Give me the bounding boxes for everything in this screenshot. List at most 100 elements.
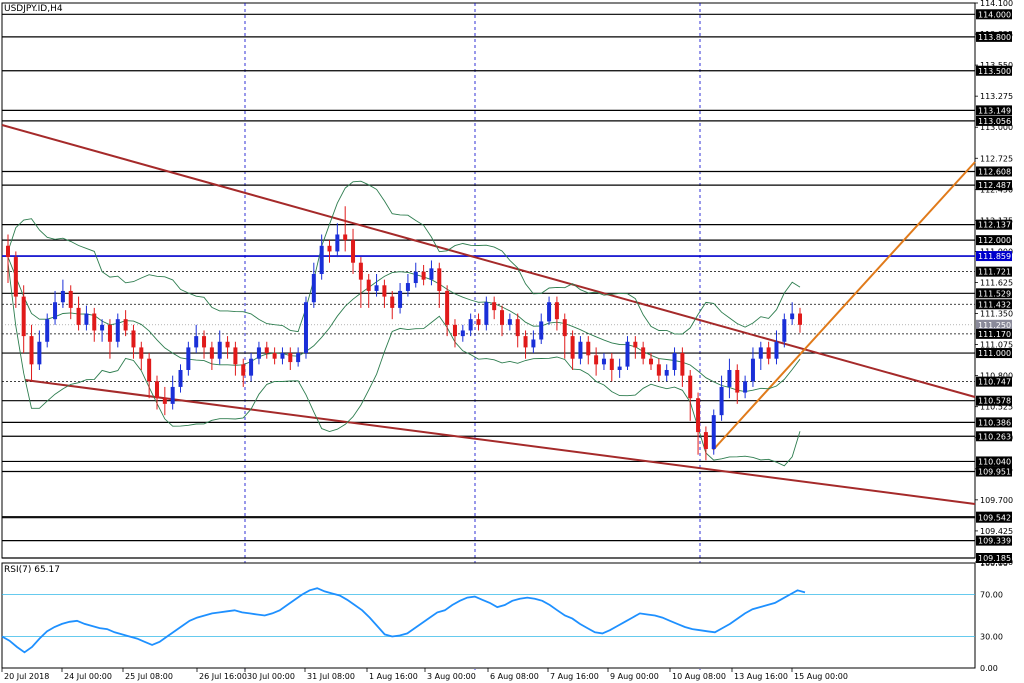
candle-body xyxy=(405,283,410,291)
rsi-tick-label: 100.00 xyxy=(980,559,1008,568)
candle xyxy=(60,279,65,308)
price-tick-label: 109.425 xyxy=(980,527,1013,536)
candle-body xyxy=(170,386,175,404)
candle-body xyxy=(727,369,732,387)
price-tick-label: 110.800 xyxy=(980,372,1013,381)
level-label: 111.000 xyxy=(978,349,1011,358)
candle-body xyxy=(711,415,716,450)
level-label: 114.000 xyxy=(978,10,1011,19)
channel-upper-line xyxy=(1,124,976,398)
candle-body xyxy=(202,336,207,348)
candle-body xyxy=(672,353,677,370)
candle-body xyxy=(194,336,199,348)
candle xyxy=(382,279,387,308)
level-label: 112.000 xyxy=(978,236,1011,245)
candle-body xyxy=(460,330,465,337)
price-tick-label: 114.100 xyxy=(980,0,1013,8)
level-label-box xyxy=(976,512,1012,523)
candle xyxy=(358,257,363,308)
candle xyxy=(280,347,285,365)
candle-body xyxy=(507,319,512,325)
level-label: 109.542 xyxy=(978,514,1011,523)
candle-body xyxy=(178,369,183,387)
candle-body xyxy=(84,313,89,325)
level-label-box xyxy=(976,431,1012,442)
candle xyxy=(288,347,293,370)
price-tick-label: 111.075 xyxy=(980,341,1013,350)
level-label: 113.800 xyxy=(978,33,1011,42)
candle-body xyxy=(547,302,552,322)
level-label-box xyxy=(976,251,1012,262)
candle-body xyxy=(45,319,50,342)
candle-body xyxy=(382,285,387,297)
candles xyxy=(6,206,802,461)
candle-body xyxy=(578,341,583,359)
price-tick-label: 112.725 xyxy=(980,154,1013,163)
level-label: 111.432 xyxy=(978,300,1011,309)
candle xyxy=(703,426,708,461)
candle xyxy=(241,358,246,387)
level-label: 111.529 xyxy=(978,289,1011,298)
candle-body xyxy=(319,245,324,275)
main-chart-frame xyxy=(1,2,976,670)
candle-body xyxy=(209,347,214,359)
candle xyxy=(272,347,277,365)
level-label: 113.056 xyxy=(978,117,1011,126)
candle-body xyxy=(719,386,724,416)
time-label: 3 Aug 00:00 xyxy=(427,672,476,681)
candle-body xyxy=(452,324,457,337)
candle xyxy=(664,364,669,382)
candle-body xyxy=(680,353,685,376)
candle-body xyxy=(570,336,575,359)
level-label-box xyxy=(976,319,1012,330)
candle xyxy=(554,296,559,331)
candle xyxy=(170,375,175,410)
candle xyxy=(209,341,214,370)
level-label-box xyxy=(976,31,1012,42)
level-label: 112.487 xyxy=(978,181,1011,190)
candle-body xyxy=(539,321,544,340)
candle-body xyxy=(398,290,403,308)
level-label-box xyxy=(976,266,1012,277)
candle xyxy=(758,341,763,370)
candle-body xyxy=(750,358,755,382)
candle-body xyxy=(76,307,81,325)
candle-body xyxy=(60,290,65,303)
candle xyxy=(672,347,677,376)
level-label-box xyxy=(976,299,1012,310)
candle xyxy=(6,234,10,284)
band-lower xyxy=(7,262,801,467)
candle xyxy=(162,386,167,416)
candle xyxy=(562,313,567,359)
candle-body xyxy=(500,310,505,325)
time-label: 13 Aug 16:00 xyxy=(734,672,788,681)
candle xyxy=(29,324,34,382)
candle xyxy=(633,336,638,359)
candle-body xyxy=(609,358,614,370)
level-label: 110.747 xyxy=(978,378,1011,387)
candle xyxy=(123,310,128,337)
candle-body xyxy=(92,313,97,331)
candle-body xyxy=(437,268,442,291)
candle xyxy=(594,347,599,376)
level-label: 109.339 xyxy=(978,537,1011,546)
candle-body xyxy=(115,319,120,342)
level-label: 113.500 xyxy=(978,67,1011,76)
time-label: 20 Jul 2018 xyxy=(4,672,49,681)
candle-body xyxy=(327,245,332,252)
candle xyxy=(343,206,348,252)
channel-lower-line xyxy=(24,379,976,505)
time-label: 25 Jul 08:00 xyxy=(125,672,173,681)
candle-body xyxy=(429,268,434,280)
trendlines xyxy=(1,124,976,505)
candle-body xyxy=(249,358,254,376)
candle xyxy=(45,313,50,348)
candle-body xyxy=(107,324,112,342)
level-label: 111.170 xyxy=(978,330,1011,339)
candle xyxy=(727,358,732,399)
candle-body xyxy=(100,324,105,331)
candle xyxy=(390,290,395,320)
candle xyxy=(437,262,442,308)
candle xyxy=(233,341,238,376)
candle xyxy=(13,251,18,308)
